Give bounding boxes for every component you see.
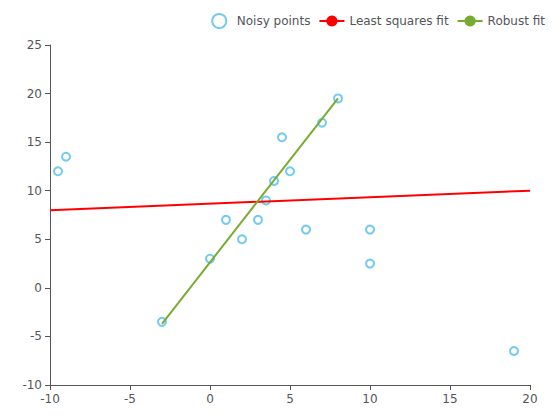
svg-text:20: 20 <box>27 87 42 101</box>
svg-text:15: 15 <box>442 392 457 406</box>
svg-text:-5: -5 <box>124 392 136 406</box>
svg-text:15: 15 <box>27 135 42 149</box>
svg-text:Noisy points: Noisy points <box>237 14 311 28</box>
svg-text:0: 0 <box>206 392 214 406</box>
svg-text:Robust fit: Robust fit <box>488 14 546 28</box>
svg-text:0: 0 <box>34 281 42 295</box>
svg-text:5: 5 <box>286 392 294 406</box>
svg-text:Least squares fit: Least squares fit <box>349 14 448 28</box>
svg-text:5: 5 <box>34 232 42 246</box>
svg-text:-5: -5 <box>30 329 42 343</box>
svg-text:10: 10 <box>27 184 42 198</box>
svg-text:-10: -10 <box>22 378 42 392</box>
svg-text:20: 20 <box>522 392 537 406</box>
svg-text:10: 10 <box>362 392 377 406</box>
svg-text:25: 25 <box>27 38 42 52</box>
svg-text:-10: -10 <box>40 392 60 406</box>
